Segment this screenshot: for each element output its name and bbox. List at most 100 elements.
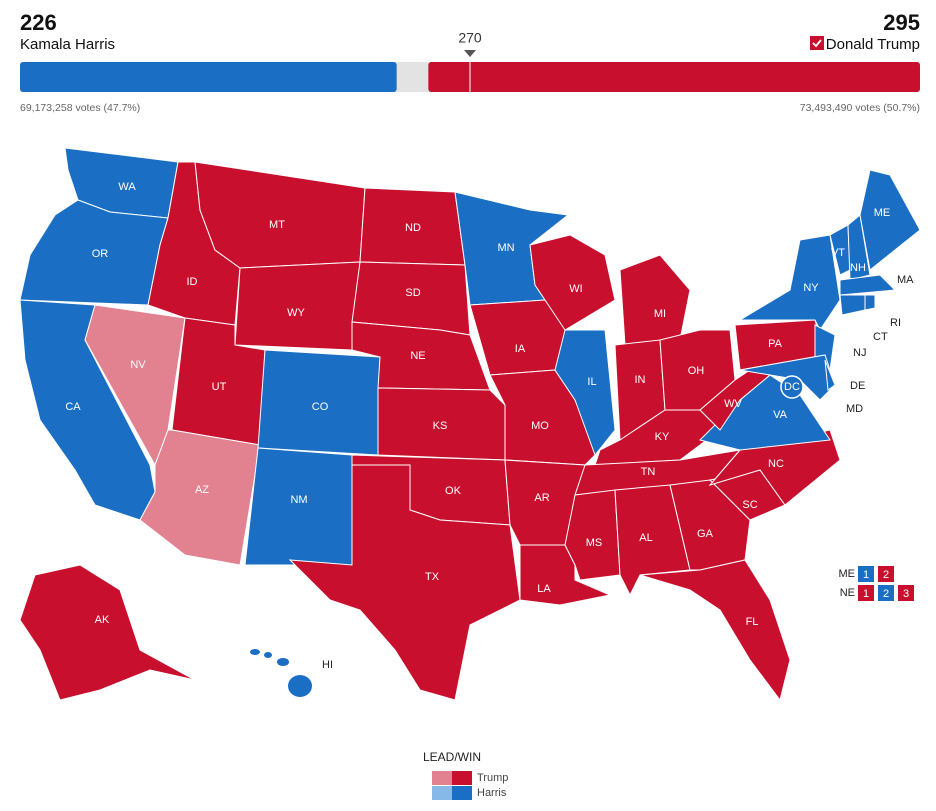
legend-win <box>452 771 472 785</box>
state-label: IL <box>587 376 596 388</box>
harris-ev: 226 <box>20 10 57 35</box>
trump-name: Donald Trump <box>826 36 920 53</box>
state-label: CA <box>65 401 81 413</box>
state-label: IN <box>635 374 646 386</box>
state-label: TN <box>641 466 656 478</box>
state-label: MO <box>531 420 549 432</box>
state-label: HI <box>322 659 333 671</box>
state-shape <box>288 464 521 701</box>
bar-harris <box>20 62 397 92</box>
state-label: OH <box>688 365 705 377</box>
state-shape <box>619 254 691 346</box>
state-label: KS <box>433 420 448 432</box>
legend-label: Trump <box>477 772 508 784</box>
state-shape <box>194 161 366 269</box>
state-label: NC <box>768 458 784 470</box>
district-box <box>878 585 894 601</box>
state-label: WA <box>118 181 136 193</box>
state-label: ME <box>874 207 891 219</box>
state-label: UT <box>212 381 227 393</box>
district-label: 2 <box>883 569 889 581</box>
district-box <box>858 566 874 582</box>
state-label: NJ <box>853 347 866 359</box>
island-shape <box>288 675 312 697</box>
state-label: PA <box>768 338 783 350</box>
state-shape <box>708 429 841 506</box>
state-label: LA <box>537 583 551 595</box>
island-shape <box>277 658 289 666</box>
legend-title: LEAD/WIN <box>423 750 481 764</box>
state-label: TX <box>425 571 440 583</box>
state-shape <box>847 214 871 281</box>
winner-check <box>810 36 824 50</box>
harris-name: Kamala Harris <box>20 36 115 53</box>
district-box <box>898 585 914 601</box>
state-label: NM <box>290 494 307 506</box>
state-label: ND <box>405 222 421 234</box>
state-shape <box>839 294 866 316</box>
state-label: GA <box>697 528 714 540</box>
state-label: NE <box>410 350 425 362</box>
state-label: MA <box>897 274 914 286</box>
state-shape <box>639 559 791 702</box>
state-shape <box>244 447 353 566</box>
state-shape <box>554 329 616 457</box>
state-shape <box>824 359 836 391</box>
state-label: CT <box>873 331 888 343</box>
legend-label: Harris <box>477 787 507 799</box>
state-label: OR <box>92 248 109 260</box>
state-shape <box>839 274 897 296</box>
state-label: SD <box>405 287 420 299</box>
check-mark <box>812 39 822 48</box>
state-label: DE <box>850 380 865 392</box>
state-label: KY <box>655 431 670 443</box>
state-label: MS <box>586 537 603 549</box>
state-shape <box>529 234 616 331</box>
harris-votes: 69,173,258 votes (47.7%) <box>20 102 140 114</box>
state-label: RI <box>890 317 901 329</box>
district-label: 1 <box>863 569 869 581</box>
island-shape <box>250 649 260 655</box>
state-label: FL <box>746 616 759 628</box>
state-label: DC <box>784 381 800 393</box>
state-label: SC <box>742 499 757 511</box>
legend-lead <box>432 786 452 800</box>
state-shape <box>139 429 261 566</box>
legend-lead <box>432 771 452 785</box>
state-label: MI <box>654 308 666 320</box>
state-label: AL <box>639 532 652 544</box>
district-state: NE <box>840 587 855 599</box>
state-shape <box>859 169 921 271</box>
state-label: ID <box>187 276 198 288</box>
dc-marker <box>780 375 804 399</box>
state-label: NH <box>850 262 866 274</box>
state-label: MT <box>269 219 285 231</box>
state-label: NY <box>803 282 819 294</box>
district-label: 1 <box>863 588 869 600</box>
state-label: AR <box>534 492 549 504</box>
state-label: AK <box>95 614 110 626</box>
district-box <box>878 566 894 582</box>
district-label: 3 <box>903 588 909 600</box>
state-label: AZ <box>195 484 209 496</box>
state-shape <box>19 564 196 701</box>
district-state: ME <box>839 568 856 580</box>
island-shape <box>264 652 272 658</box>
state-label: WI <box>569 283 582 295</box>
state-label: IA <box>515 343 526 355</box>
state-label: CO <box>312 401 329 413</box>
threshold-label: 270 <box>458 30 482 46</box>
state-shape <box>864 294 876 311</box>
state-label: WV <box>724 398 742 410</box>
district-label: 2 <box>883 588 889 600</box>
threshold-marker <box>464 50 476 57</box>
state-label: OK <box>445 485 462 497</box>
legend-win <box>452 786 472 800</box>
trump-votes: 73,493,490 votes (50.7%) <box>800 102 920 114</box>
state-shape <box>738 234 841 331</box>
trump-ev: 295 <box>883 10 920 35</box>
state-label: MN <box>497 242 514 254</box>
state-label: MD <box>846 403 863 415</box>
